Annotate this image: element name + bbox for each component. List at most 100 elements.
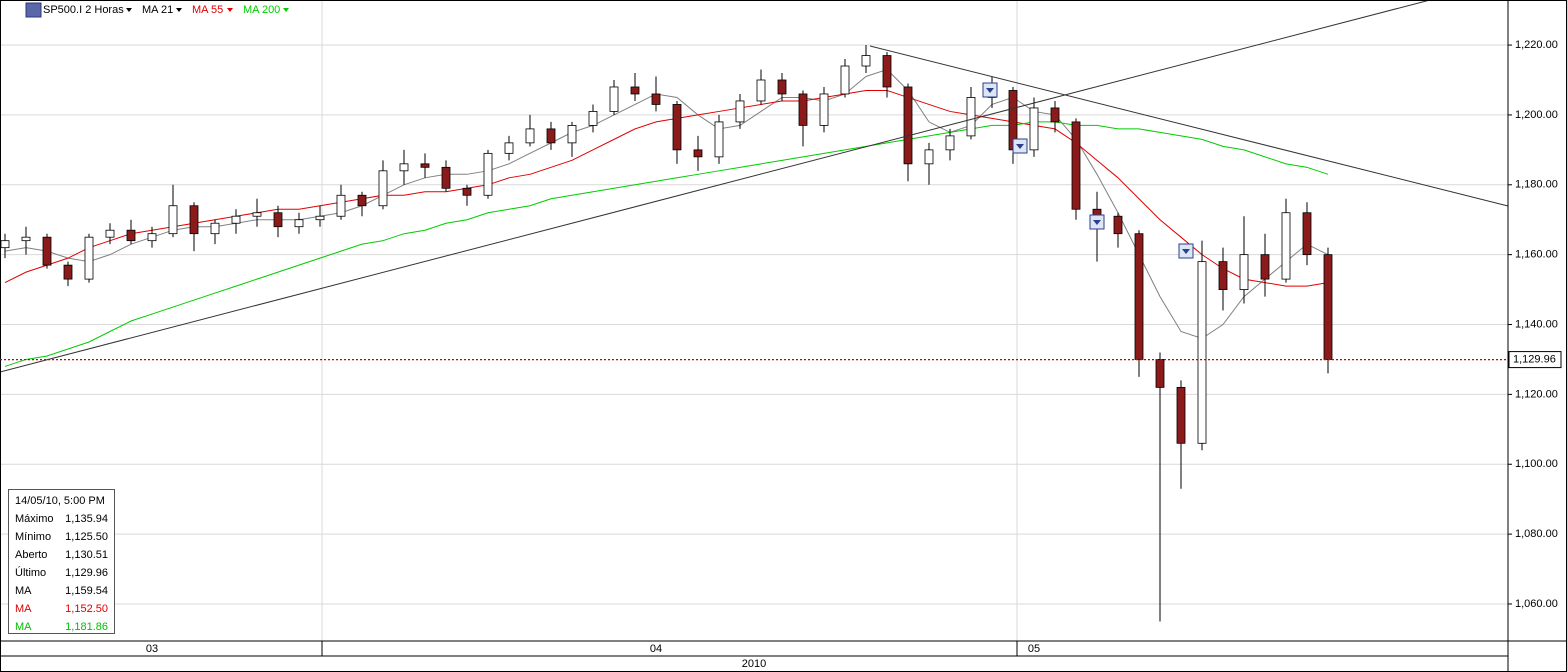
candle-body <box>252 212 262 217</box>
signal-marker <box>1089 214 1105 230</box>
ma-label[interactable]: MA 200 <box>243 4 280 16</box>
candle-body <box>210 222 220 235</box>
candle-body <box>903 86 913 165</box>
info-value: 1,129.96 <box>65 567 108 579</box>
dropdown-arrow[interactable] <box>176 8 182 12</box>
trend-line <box>0 0 1431 373</box>
candle-body <box>0 240 10 249</box>
info-row: Mínimo 1,125.50 <box>15 528 108 546</box>
info-label: Máximo <box>15 513 54 525</box>
y-tick-label: 1,060.00 <box>1515 598 1558 610</box>
last-price-label: 1,129.96 <box>1513 353 1556 365</box>
y-tick-label: 1,220.00 <box>1515 39 1558 51</box>
ma-label[interactable]: MA 21 <box>142 4 173 16</box>
candle-body <box>756 79 766 102</box>
candle-body <box>525 128 535 144</box>
candle-body <box>546 128 556 144</box>
candle-body <box>1029 107 1039 151</box>
candle-body <box>168 205 178 235</box>
info-row: Último 1,129.96 <box>15 564 108 582</box>
symbol-icon <box>25 2 42 18</box>
candle-body <box>147 233 157 242</box>
candle-body <box>1323 254 1333 360</box>
dropdown-arrow[interactable] <box>126 8 132 12</box>
info-row: Máximo 1,135.94 <box>15 510 108 528</box>
signal-marker <box>982 82 998 98</box>
ma-line <box>4 68 1329 340</box>
candle-body <box>1113 215 1123 235</box>
candle-body <box>231 215 241 224</box>
candle-body <box>273 212 283 228</box>
info-value: 1,181.86 <box>65 621 108 633</box>
candle-body <box>945 135 955 151</box>
y-tick-label: 1,200.00 <box>1515 109 1558 121</box>
candle-body <box>1302 212 1312 256</box>
candle-body <box>1050 107 1060 123</box>
candle-body <box>1281 212 1291 280</box>
x-tick-label: 03 <box>146 643 158 655</box>
candle-body <box>357 194 367 207</box>
info-row: MA 1,152.50 <box>15 600 108 618</box>
candle-body <box>21 236 31 242</box>
info-label: MA <box>15 585 32 597</box>
dropdown-arrow[interactable] <box>283 8 289 12</box>
dropdown-arrow[interactable] <box>227 8 233 12</box>
candle-body <box>1218 261 1228 290</box>
candle-body <box>399 163 409 172</box>
ma-label[interactable]: MA 55 <box>192 4 223 16</box>
candle-body <box>189 205 199 235</box>
candle-body <box>588 111 598 126</box>
info-value: 1,125.50 <box>65 531 108 543</box>
candle-body <box>840 65 850 95</box>
x-tick-label: 04 <box>650 643 662 655</box>
candle-body <box>42 236 52 266</box>
info-row: MA 1,159.54 <box>15 582 108 600</box>
ma-line <box>4 89 1329 287</box>
info-value: 1,130.51 <box>65 549 108 561</box>
candle-body <box>735 100 745 123</box>
symbol[interactable]: SP500.I 2 Horas <box>43 4 124 16</box>
candle-body <box>567 125 577 144</box>
info-label: MA <box>15 603 32 615</box>
info-label: Aberto <box>15 549 48 561</box>
info-value: 1,135.94 <box>65 513 108 525</box>
candle-body <box>483 152 493 196</box>
candle-body <box>882 55 892 88</box>
signal-marker <box>1012 138 1028 154</box>
candle-body <box>1239 254 1249 290</box>
candle-body <box>1134 233 1144 360</box>
candle-body <box>378 170 388 207</box>
info-row: MA 1,181.86 <box>15 618 108 636</box>
info-label: Mínimo <box>15 531 52 543</box>
info-panel: 14/05/10, 5:00 PM Máximo 1,135.94 Mínimo 1,… <box>8 489 115 634</box>
plot <box>0 45 1333 622</box>
candle-body <box>798 93 808 126</box>
info-label: MA <box>15 621 32 633</box>
info-value: 1,152.50 <box>65 603 108 615</box>
candle-body <box>819 93 829 126</box>
y-tick-label: 1,180.00 <box>1515 179 1558 191</box>
toolbar[interactable]: SP500.I 2 Horas MA 21 MA 55 MA 200 <box>25 2 289 18</box>
candle-body <box>1197 261 1207 444</box>
info-value: 1,159.54 <box>65 585 108 597</box>
ma-line <box>4 121 1329 367</box>
candle-body <box>1260 254 1270 280</box>
candle-body <box>441 166 451 189</box>
candle-body <box>651 93 661 105</box>
candle-body <box>336 194 346 217</box>
x-tick-label: 05 <box>1028 643 1040 655</box>
candle-body <box>63 264 73 280</box>
info-label: Último <box>15 567 47 579</box>
candle-body <box>420 163 430 168</box>
year-label: 2010 <box>742 658 766 670</box>
signal-markers <box>982 82 1194 259</box>
candle-body <box>315 215 325 221</box>
candle-body <box>693 149 703 158</box>
y-tick-label: 1,080.00 <box>1515 528 1558 540</box>
candle-body <box>126 229 136 242</box>
candle-body <box>462 187 472 196</box>
last-price-box <box>1508 351 1562 369</box>
y-tick-label: 1,160.00 <box>1515 249 1558 261</box>
